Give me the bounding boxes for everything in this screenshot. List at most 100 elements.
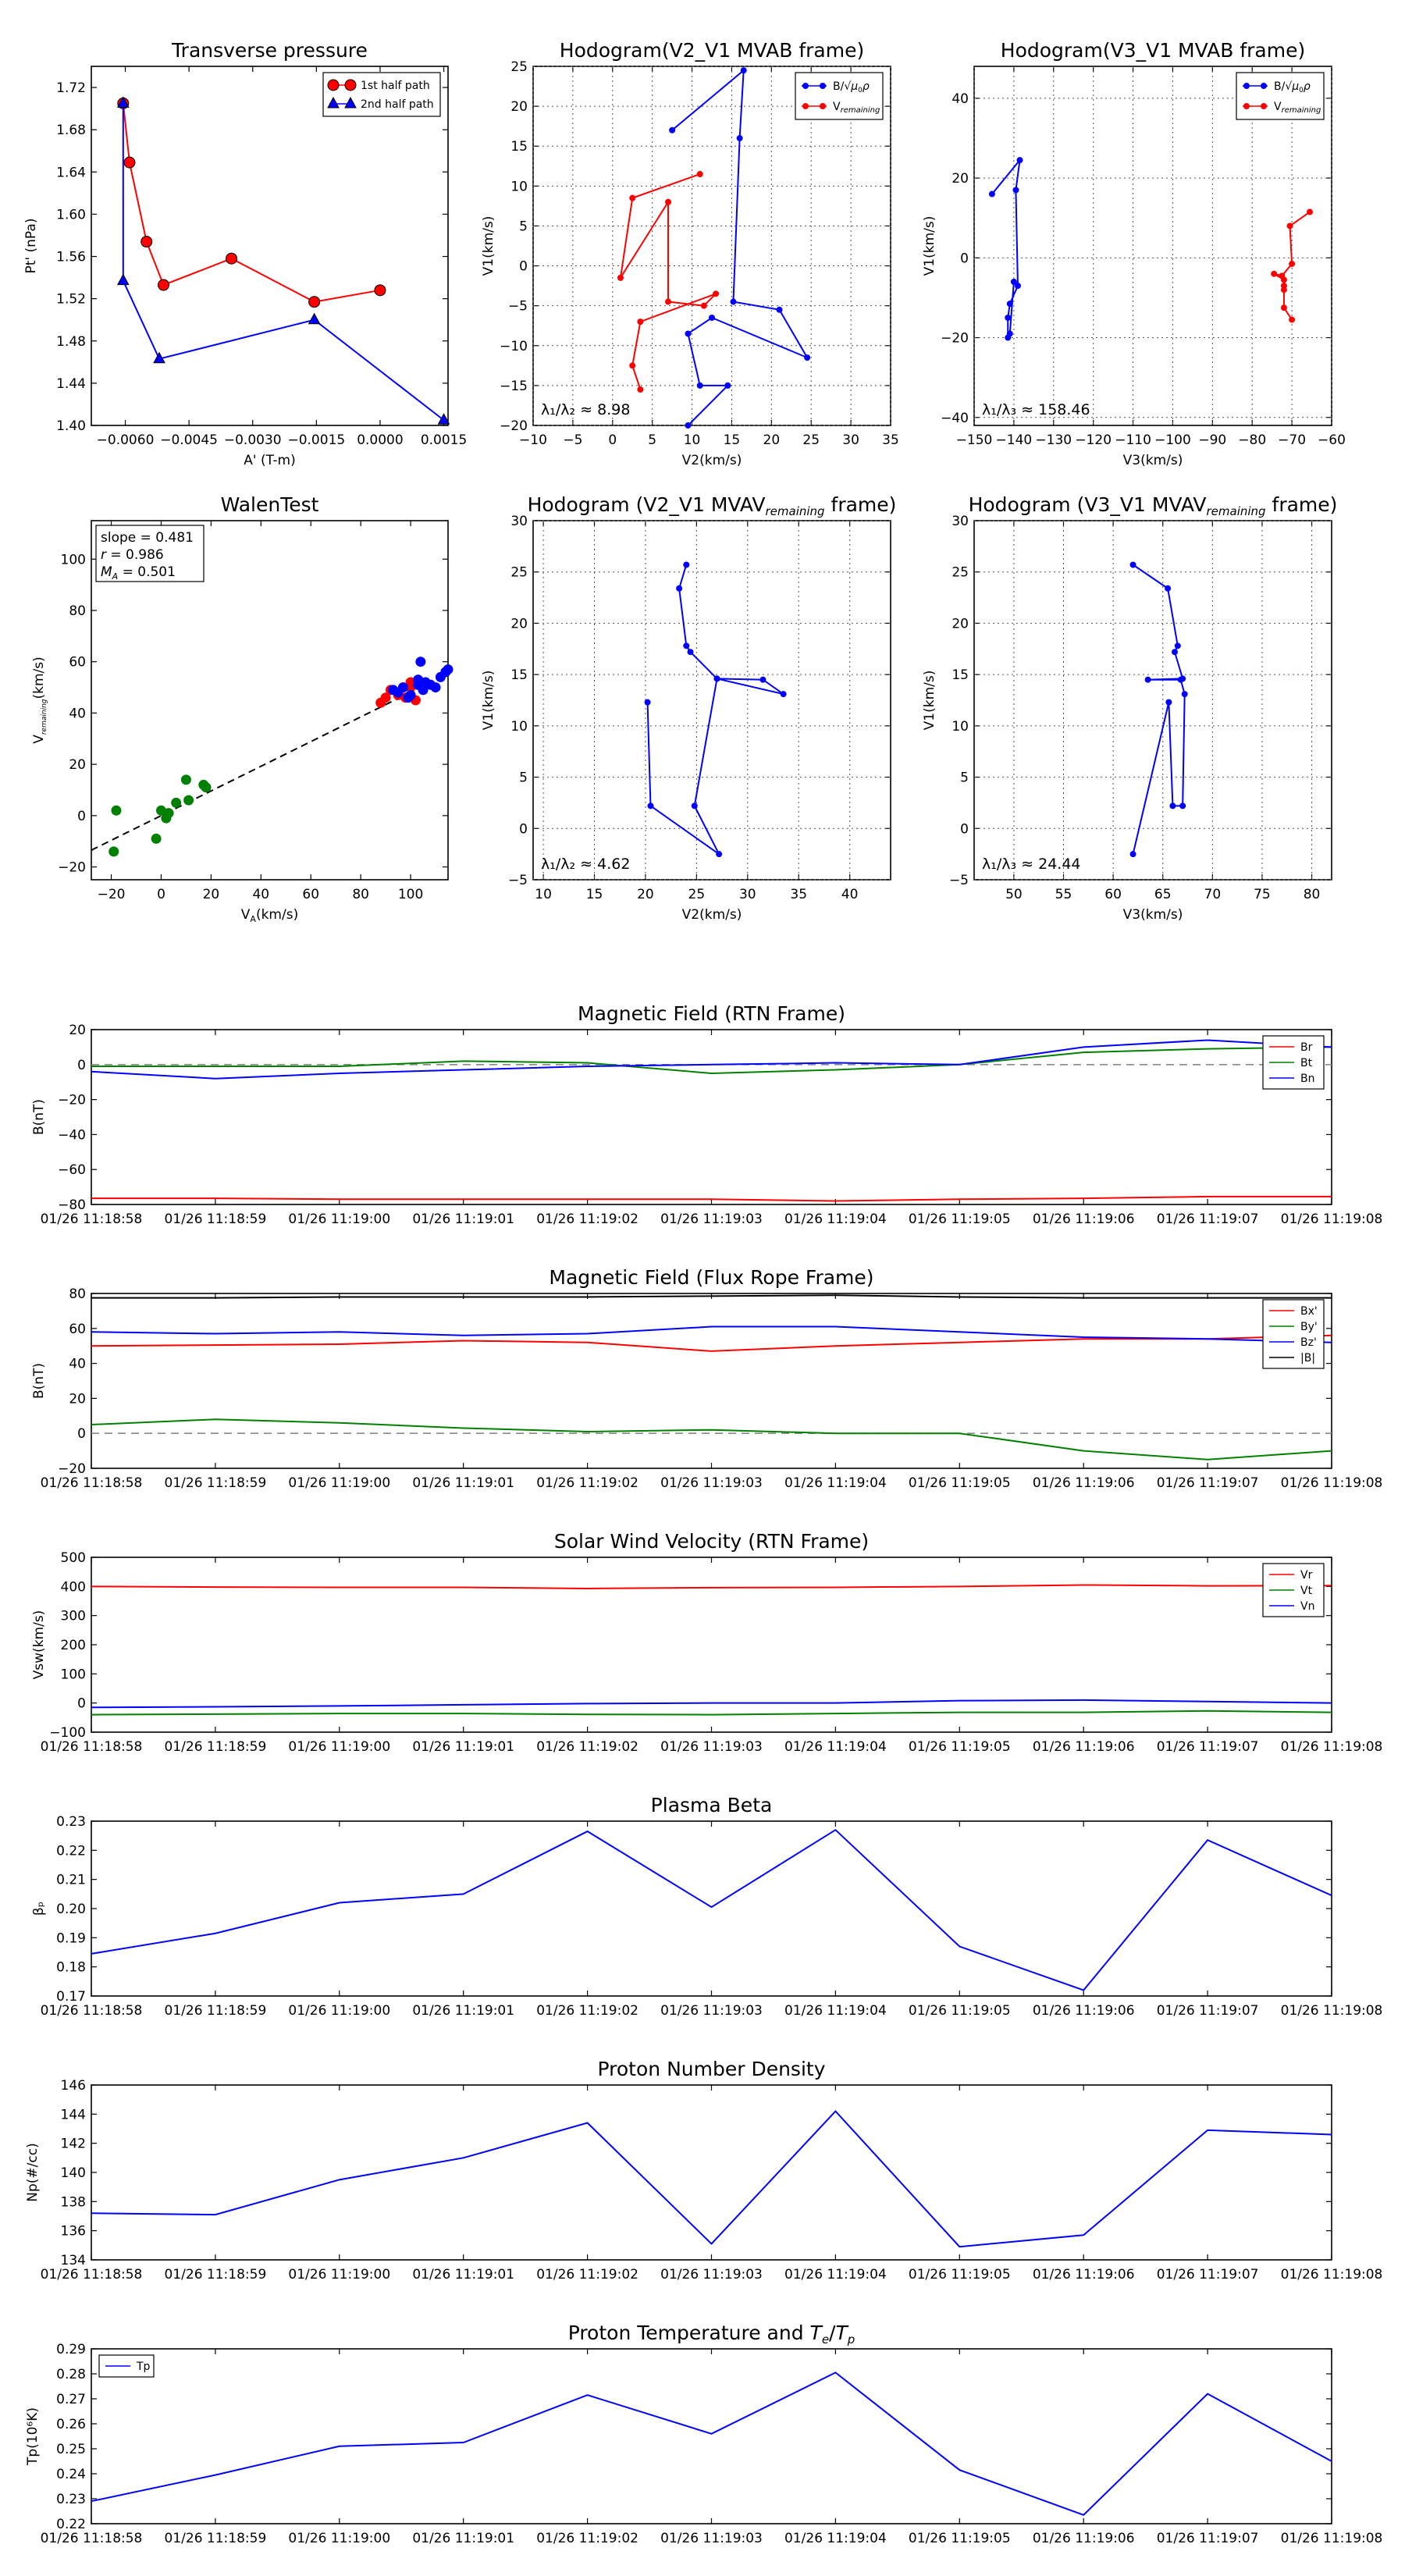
y-tick-label: 0.23 (56, 1814, 86, 1830)
data-point (736, 135, 743, 141)
x-tick-label: 15 (724, 432, 741, 448)
time-tick-label: 01/26 11:19:03 (660, 1739, 763, 1755)
time-tick-label: 01/26 11:19:06 (1033, 2003, 1135, 2019)
chart-hodo2: −40 −20 0 20 40 −150 −140 −130 −120 −110 −100 −90 −8… (922, 39, 1346, 468)
time-tick-label: 01/26 11:18:59 (165, 1739, 267, 1755)
time-tick-label: 01/26 11:19:07 (1157, 2003, 1259, 2019)
series-line-1 (619, 173, 717, 390)
y-tick-label: 0.29 (56, 2342, 86, 2357)
chart-hodo4: −5 0 5 10 15 20 25 30 50 55 60 65 70 75 80 Hodogram (V3… (922, 493, 1337, 923)
chart-walen: −20 0 20 40 60 80 100 −20 0 20 40 60 80 100 WalenTest V… (31, 493, 454, 924)
chart-title: Plasma Beta (651, 1794, 773, 1816)
series-line-0 (1132, 564, 1186, 855)
legend-label: Vremaining (833, 101, 880, 115)
series-line-1 (1273, 211, 1311, 321)
y-tick-label: 20 (951, 171, 969, 187)
y-tick-label: 0.23 (56, 2492, 86, 2507)
x-tick-label: −80 (1238, 432, 1266, 448)
data-point (1307, 208, 1314, 215)
time-tick-label: 01/26 11:18:58 (41, 2267, 143, 2282)
y-tick-label: 20 (510, 616, 528, 632)
x-tick-label: 20 (637, 887, 654, 902)
series-line-Vt (91, 1710, 1332, 1716)
time-tick-label: 01/26 11:19:08 (1281, 2003, 1383, 2019)
time-tick-label: 01/26 11:18:59 (165, 1475, 267, 1491)
x-tick-label: −110 (1115, 432, 1151, 448)
time-tick-label: 01/26 11:19:00 (288, 2003, 390, 2019)
data-point (1280, 304, 1287, 311)
x-tick-label: −20 (98, 887, 126, 902)
y-tick-label: −40 (58, 1127, 86, 1143)
y-tick-label: 1.48 (56, 334, 86, 350)
series-line-beta (91, 1828, 1332, 1991)
scatter-point (380, 692, 391, 703)
y-tick-label: 0 (77, 809, 86, 824)
time-tick-label: 01/26 11:19:07 (1157, 1739, 1259, 1755)
chart-title: Proton Number Density (598, 2058, 826, 2080)
y-tick-label: −40 (941, 411, 969, 426)
data-point (713, 290, 720, 297)
data-point (687, 649, 694, 656)
data-point (709, 315, 715, 321)
legend-marker (344, 79, 357, 91)
y-tick-label: 200 (61, 1638, 86, 1653)
scatter-point (180, 774, 191, 785)
time-tick-label: 01/26 11:19:05 (909, 1212, 1011, 1227)
y-tick-label: 0.17 (56, 1989, 86, 2005)
y-tick-label: 15 (510, 667, 528, 683)
data-point (157, 279, 169, 291)
legend-label: |B| (1300, 1352, 1315, 1364)
time-tick-label: 01/26 11:19:05 (909, 2267, 1011, 2282)
data-point (374, 284, 386, 297)
time-tick-label: 01/26 11:19:03 (660, 1475, 763, 1491)
legend-label: Bz' (1300, 1336, 1317, 1349)
legend-marker (802, 103, 809, 109)
y-tick-label: 0.22 (56, 2517, 86, 2532)
chart-hodo1: −20 −15 −10 −5 0 5 10 15 20 25 −10 −5 0 5 10 15 20 25 30 35… (481, 39, 899, 468)
series-line-0 (122, 103, 381, 303)
chart-title: Hodogram (V2_V1 MVAVremaining frame) (528, 493, 897, 518)
time-tick-label: 01/26 11:19:04 (784, 1212, 887, 1227)
time-tick-label: 01/26 11:19:02 (536, 2003, 638, 2019)
data-point (1169, 802, 1176, 809)
x-tick-label: 25 (802, 432, 820, 448)
legend-marker (1243, 103, 1250, 109)
time-tick-label: 01/26 11:19:00 (288, 2531, 390, 2546)
x-tick-label: 35 (790, 887, 807, 902)
data-point (617, 274, 624, 281)
legend-label: B/√μ0ρ (833, 80, 870, 94)
y-tick-label: 5 (519, 219, 528, 234)
time-tick-label: 01/26 11:19:03 (660, 2267, 763, 2282)
time-tick-label: 01/26 11:19:00 (288, 2267, 390, 2282)
time-tick-label: 01/26 11:19:04 (784, 2267, 887, 2282)
eigen-ratio: λ₁/λ₃ ≈ 158.46 (982, 401, 1090, 418)
x-tick-label: 55 (1055, 887, 1072, 902)
chart-title: Hodogram (V3_V1 MVAVremaining frame) (969, 493, 1338, 518)
x-tick-label: 5 (648, 432, 656, 448)
y-tick-label: 20 (69, 1023, 86, 1038)
y-tick-label: 80 (69, 603, 86, 619)
x-tick-label: 80 (352, 887, 369, 902)
y-tick-label: 0 (519, 259, 528, 275)
time-tick-label: 01/26 11:19:08 (1281, 1212, 1383, 1227)
axes-frame (91, 66, 449, 426)
data-point (683, 561, 690, 568)
y-tick-label: −10 (500, 339, 528, 354)
y-tick-label: 0.18 (56, 1960, 86, 1976)
y-tick-label: −20 (58, 1093, 86, 1108)
axes-frame (91, 1293, 1332, 1469)
time-tick-label: 01/26 11:19:01 (412, 2531, 514, 2546)
data-point (644, 699, 651, 706)
time-tick-label: 01/26 11:18:58 (41, 1475, 143, 1491)
eigen-ratio: λ₁/λ₃ ≈ 24.44 (982, 856, 1081, 873)
y-tick-label: 80 (69, 1286, 86, 1302)
x-tick-label: 50 (1005, 887, 1023, 902)
time-tick-label: 01/26 11:19:01 (412, 2003, 514, 2019)
y-tick-label: 138 (61, 2194, 86, 2210)
time-tick-label: 01/26 11:19:07 (1157, 1212, 1259, 1227)
data-point (685, 330, 692, 337)
x-tick-label: −90 (1198, 432, 1226, 448)
chart-beta: 0.17 0.18 0.19 0.20 0.21 0.22 0.23 01/26 11:18:… (31, 1794, 1382, 2019)
x-tick-label: −150 (956, 432, 993, 448)
y-tick-label: 136 (61, 2224, 86, 2240)
